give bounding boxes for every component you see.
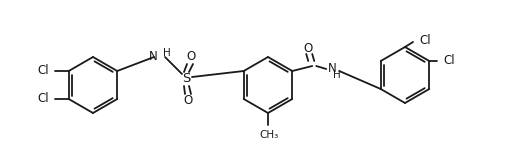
Text: H: H: [333, 70, 341, 80]
Text: O: O: [183, 95, 192, 108]
Text: N: N: [149, 49, 158, 62]
Text: O: O: [186, 51, 195, 63]
Text: Cl: Cl: [443, 54, 455, 68]
Text: O: O: [304, 41, 313, 54]
Text: N: N: [328, 62, 337, 76]
Text: Cl: Cl: [37, 92, 49, 106]
Text: Cl: Cl: [37, 65, 49, 78]
Text: S: S: [182, 73, 190, 86]
Text: Cl: Cl: [419, 33, 431, 46]
Text: CH₃: CH₃: [260, 130, 279, 140]
Text: H: H: [163, 48, 171, 58]
